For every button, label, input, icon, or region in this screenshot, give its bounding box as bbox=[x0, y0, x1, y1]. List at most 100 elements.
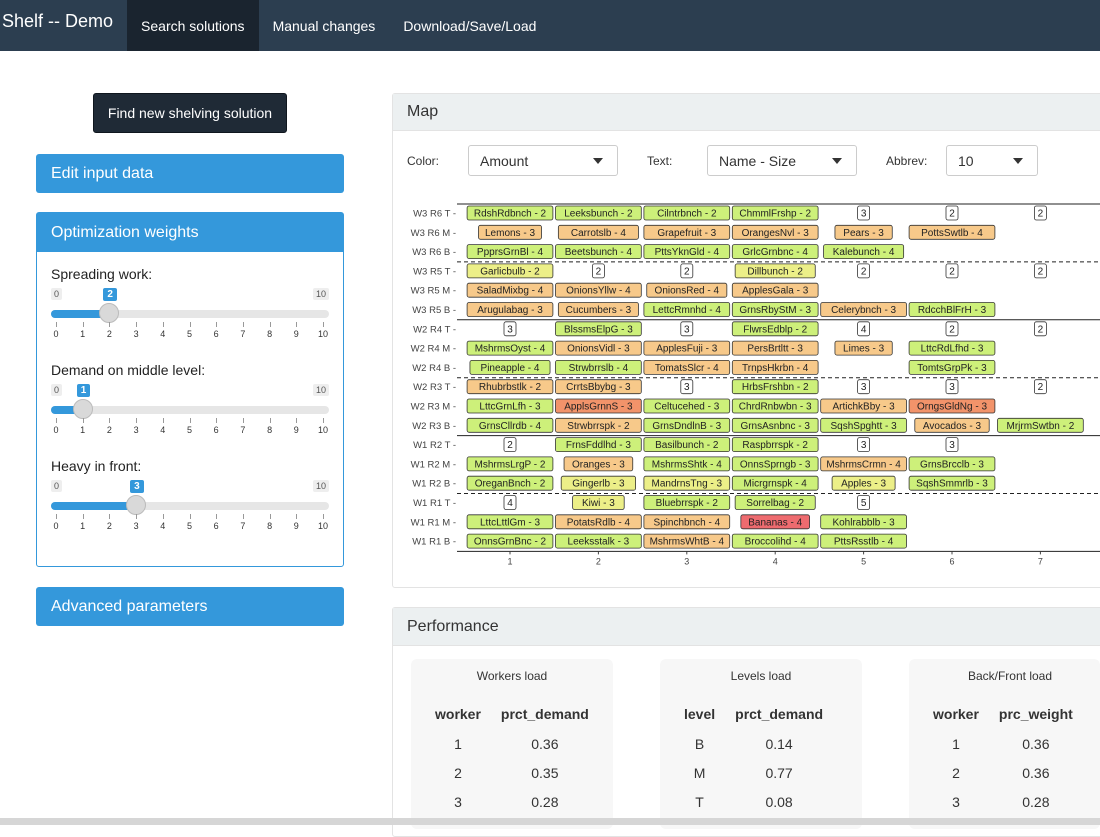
find-new-shelving-solution-button[interactable]: Find new shelving solution bbox=[93, 93, 287, 133]
table-cell: 3 bbox=[952, 793, 960, 810]
product-box bbox=[820, 456, 907, 472]
product-box bbox=[469, 359, 551, 375]
advanced-parameters-button[interactable]: Advanced parameters bbox=[36, 587, 344, 626]
empty-slot-box bbox=[857, 437, 871, 453]
product-box bbox=[820, 514, 907, 530]
tab-search-solutions[interactable]: Search solutions bbox=[127, 0, 259, 51]
product-label: OnionsYllw - 4 bbox=[566, 286, 631, 297]
column-header: prct_demand bbox=[735, 706, 824, 722]
abbrev-select-value: 10 bbox=[958, 152, 974, 169]
slider-handle[interactable] bbox=[72, 399, 93, 419]
weight-slider[interactable]: 0 10 3 0 1 2 3 4 5 6 7 8 9 10 bbox=[51, 480, 329, 531]
product-label: Kohlrabblb - 3 bbox=[832, 517, 895, 528]
text-select[interactable]: Name - Size bbox=[707, 145, 857, 176]
product-box bbox=[731, 224, 819, 240]
empty-slot-box bbox=[945, 379, 959, 395]
product-box bbox=[908, 475, 996, 491]
x-tick-label: 6 bbox=[949, 556, 954, 566]
product-label: OrngsGldNg - 3 bbox=[917, 402, 987, 413]
table-cell: 0.77 bbox=[765, 764, 793, 781]
slider-value-label: 2 bbox=[103, 288, 117, 301]
slider-handle[interactable] bbox=[126, 495, 147, 515]
performance-card: Levels load level prct_demand B 0.14 M 0.77 T 0.… bbox=[660, 659, 862, 829]
slider-value-label: 3 bbox=[130, 480, 144, 493]
slider-tick-label: 1 bbox=[80, 521, 86, 531]
table-row: 3 0.28 bbox=[425, 787, 599, 816]
product-box bbox=[555, 437, 642, 453]
edit-input-data-button[interactable]: Edit input data bbox=[36, 154, 344, 193]
slider-tick-label: 5 bbox=[186, 329, 193, 339]
table-cell: 0.08 bbox=[765, 793, 793, 810]
table-row: 2 0.35 bbox=[425, 758, 599, 787]
table-cell: T bbox=[695, 793, 704, 810]
product-box bbox=[731, 340, 819, 356]
row-label: W2 R3 M - bbox=[411, 402, 456, 413]
product-box bbox=[466, 263, 554, 279]
product-label: ArtichkBby - 3 bbox=[832, 402, 895, 413]
shelf-map: W3 R6 T - W3 R6 M - W3 R6 B - W3 R5 T - W3 R… bbox=[411, 203, 1100, 566]
product-label: SqshSmmrlb - 3 bbox=[916, 479, 988, 490]
slot-count-label: 2 bbox=[507, 440, 513, 451]
weight-slider[interactable]: 0 10 1 0 1 2 3 4 5 6 7 8 9 10 bbox=[51, 384, 329, 435]
product-box bbox=[731, 321, 819, 337]
slot-count-label: 4 bbox=[861, 324, 867, 335]
product-label: Celerybnch - 3 bbox=[831, 305, 896, 316]
color-select[interactable]: Amount bbox=[468, 145, 618, 176]
horizontal-scrollbar[interactable] bbox=[0, 818, 1100, 825]
table-cell: 0.35 bbox=[531, 764, 559, 781]
product-label: FrnsFddlhd - 3 bbox=[566, 440, 631, 451]
row-label: W2 R4 B - bbox=[412, 363, 456, 374]
slider-tick bbox=[82, 514, 84, 519]
slot-count-label: 3 bbox=[949, 440, 955, 451]
slot-count-label: 2 bbox=[1038, 324, 1044, 335]
slider-track[interactable] bbox=[51, 310, 329, 318]
performance-table-title: Back/Front load bbox=[967, 669, 1053, 683]
table-cell: 0.36 bbox=[1022, 764, 1050, 781]
product-label: PotatsRdlb - 4 bbox=[567, 517, 631, 528]
slider-tick bbox=[269, 418, 271, 423]
slider-tick bbox=[56, 418, 57, 423]
tab-download-save-load[interactable]: Download/Save/Load bbox=[403, 17, 537, 34]
product-box bbox=[643, 244, 731, 259]
product-label: GrnsCllrdb - 4 bbox=[479, 421, 542, 432]
slider-tick-label: 7 bbox=[240, 425, 246, 435]
slider-tick-label: 8 bbox=[267, 329, 273, 339]
optimization-weights-header[interactable]: Optimization weights bbox=[37, 213, 343, 252]
abbrev-select[interactable]: 10 bbox=[946, 145, 1038, 176]
slot-count-label: 2 bbox=[1038, 209, 1044, 220]
empty-slot-box bbox=[680, 263, 694, 279]
slider-tick-label: 5 bbox=[186, 425, 193, 435]
product-box bbox=[823, 244, 905, 259]
slider-handle[interactable] bbox=[99, 303, 120, 323]
product-label: MandrnsTng - 3 bbox=[652, 479, 723, 490]
slider-track[interactable] bbox=[51, 406, 329, 414]
slider-tick-label: 2 bbox=[106, 425, 112, 435]
app-brand[interactable]: Shelf -- Demo bbox=[2, 11, 114, 31]
color-label: Color: bbox=[407, 154, 440, 168]
chevron-down-icon bbox=[1013, 158, 1023, 164]
slot-count-label: 2 bbox=[949, 266, 955, 277]
product-box bbox=[643, 359, 731, 375]
product-box bbox=[560, 475, 636, 491]
table-header-row: level prct_demand bbox=[674, 699, 833, 729]
empty-slot-box bbox=[857, 495, 871, 510]
product-box bbox=[820, 533, 907, 549]
product-label: PpprsGrnBl - 4 bbox=[477, 247, 544, 258]
weight-slider[interactable]: 0 10 2 0 1 2 3 4 5 6 7 8 9 10 bbox=[51, 288, 329, 339]
tab-manual-changes[interactable]: Manual changes bbox=[272, 17, 376, 34]
performance-card: Back/Front load worker prc_weight 1 0.36 2 0.3… bbox=[909, 659, 1100, 829]
slider-value-label: 1 bbox=[76, 384, 91, 397]
table-cell: 1 bbox=[952, 735, 960, 752]
slider-tick bbox=[136, 514, 138, 519]
slider-tick-label: 1 bbox=[80, 329, 86, 339]
product-label: OnnsSprngb - 3 bbox=[740, 459, 811, 470]
product-box bbox=[731, 437, 819, 453]
product-box bbox=[914, 417, 990, 433]
navbar: Shelf -- Demo Search solutions Manual ch… bbox=[0, 0, 1100, 51]
empty-slot-box bbox=[503, 321, 517, 337]
product-label: Pineapple - 4 bbox=[481, 363, 540, 374]
product-box bbox=[643, 398, 731, 414]
product-box bbox=[555, 321, 642, 337]
slider-track[interactable] bbox=[51, 502, 329, 510]
product-box bbox=[466, 514, 554, 530]
